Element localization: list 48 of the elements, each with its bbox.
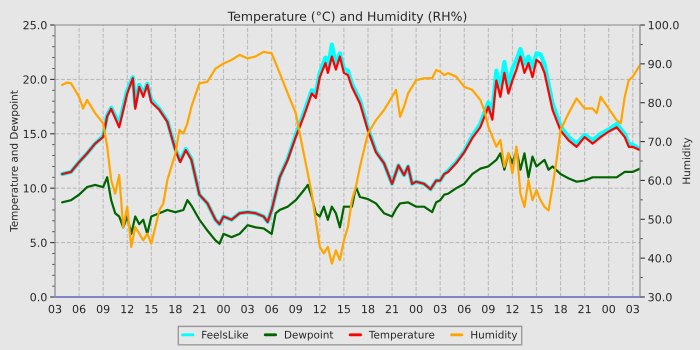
x-tick-label: 06 <box>72 304 86 314</box>
x-tick-label: 15 <box>530 304 543 314</box>
x-tick-label: 21 <box>578 304 591 314</box>
x-tick-label: 03 <box>626 304 639 314</box>
x-tick-label: 03 <box>241 304 254 314</box>
line-series <box>61 50 640 265</box>
x-tick-label: 00 <box>410 304 422 314</box>
x-tick-label: 09 <box>96 304 110 314</box>
x-tick-label: 21 <box>193 304 206 314</box>
y2-tick-label: 40.0 <box>648 254 672 263</box>
x-tick-label: 12 <box>314 304 326 314</box>
chart-title: Temperature (°C) and Humidity (RH%) <box>228 11 466 24</box>
x-tick-label: 03 <box>434 304 446 314</box>
y-tick-label: 25.0 <box>23 20 47 30</box>
y-tick-label: 20.0 <box>23 75 47 84</box>
x-tick-label: 09 <box>482 304 495 314</box>
y2-tick-label: 100.0 <box>648 20 679 30</box>
x-tick-label: 18 <box>170 304 182 314</box>
x-tick-label: 09 <box>289 304 302 314</box>
y-tick-label: 10.0 <box>24 184 47 193</box>
legend-label: Humidity <box>471 330 518 341</box>
y2-axis-title: Humidity <box>682 138 692 184</box>
y-tick-label: 15.0 <box>24 130 47 138</box>
legend-label: Temperature <box>368 330 434 341</box>
y2-tick-label: 90.0 <box>648 60 672 68</box>
x-tick-label: 03 <box>48 304 62 314</box>
x-tick-label: 15 <box>145 304 158 314</box>
y2-tick-label: 70.0 <box>648 138 672 146</box>
x-tick-label: 12 <box>506 304 518 314</box>
x-tick-label: 00 <box>217 304 230 314</box>
x-tick-label: 06 <box>265 304 278 314</box>
x-tick-label: 15 <box>338 304 350 314</box>
x-tick-label: 00 <box>602 304 616 314</box>
line-series <box>61 149 640 245</box>
y-tick-label: 0.0 <box>30 292 47 302</box>
y2-tick-label: 50.0 <box>648 215 672 224</box>
x-tick-label: 18 <box>554 304 567 314</box>
x-tick-label: 18 <box>362 304 374 314</box>
legend-label: Dewpoint <box>284 330 334 341</box>
x-tick-label: 06 <box>458 304 471 314</box>
x-tick-label: 12 <box>121 304 134 314</box>
y-axis-title: Temperature and Dewpoint <box>10 90 20 232</box>
y-tick-label: 5.0 <box>30 238 47 247</box>
y2-tick-label: 80.0 <box>648 98 672 108</box>
y2-tick-label: 60.0 <box>648 176 672 185</box>
x-tick-label: 21 <box>386 304 398 314</box>
y2-tick-label: 30.0 <box>648 292 672 302</box>
legend-label: FeelsLike <box>202 330 248 339</box>
